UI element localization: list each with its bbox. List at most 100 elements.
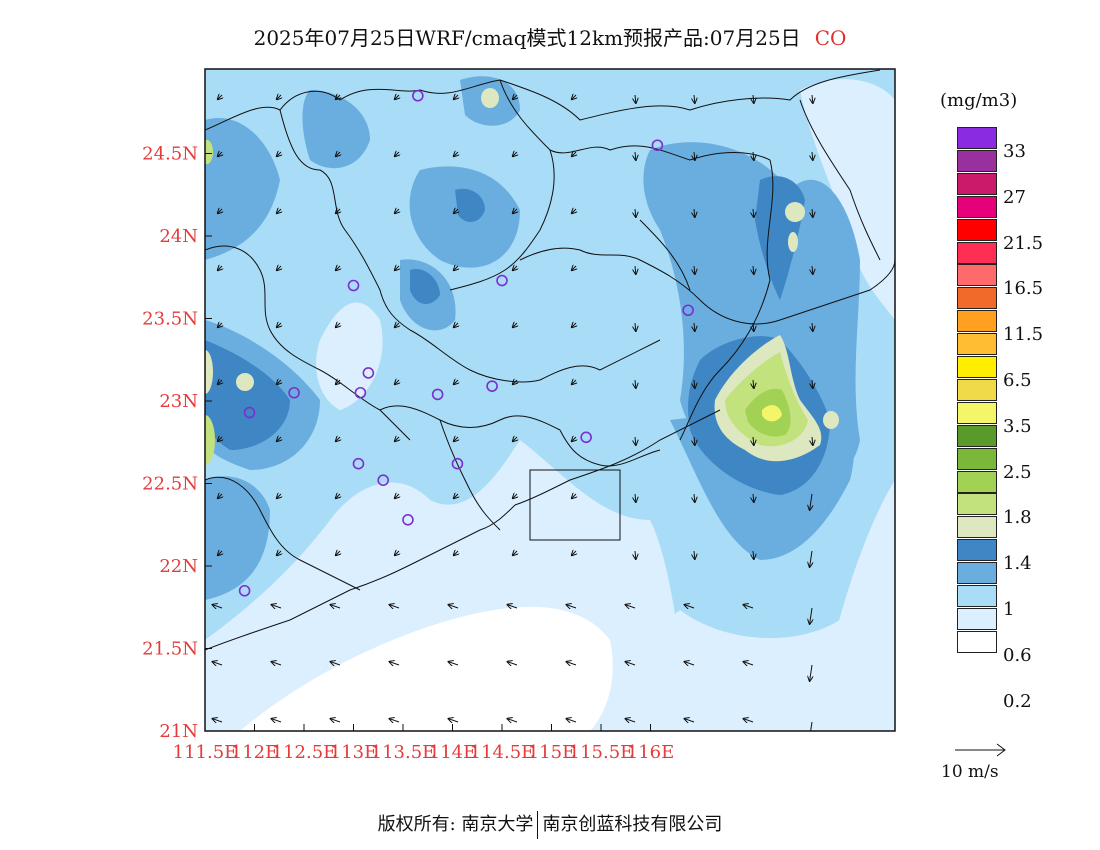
station-circle bbox=[412, 89, 424, 102]
colorbar-label: 0.6 bbox=[1003, 644, 1032, 666]
wind-arrow bbox=[810, 664, 812, 681]
wind-arrow bbox=[685, 662, 695, 665]
wind-arrow bbox=[685, 719, 695, 722]
wind-arrow bbox=[454, 209, 458, 213]
wind-arrow bbox=[694, 94, 695, 103]
wind-arrow bbox=[277, 209, 281, 213]
wind-arrow bbox=[753, 94, 754, 103]
wind-arrow bbox=[395, 95, 399, 99]
colorbar-label: 0.2 bbox=[1003, 690, 1032, 712]
wind-arrow bbox=[744, 605, 754, 608]
wind-arrow bbox=[218, 494, 222, 498]
wind-arrow bbox=[626, 719, 636, 722]
wind-arrow bbox=[336, 551, 340, 555]
wind-arrow bbox=[454, 551, 458, 555]
station-circle bbox=[486, 380, 498, 392]
colorbar-cell bbox=[957, 287, 997, 310]
station-circle bbox=[682, 304, 694, 317]
lon-label: 114E bbox=[429, 742, 477, 763]
wind-arrow bbox=[390, 605, 400, 608]
lat-label: 23N bbox=[159, 391, 198, 412]
wind-arrow bbox=[277, 95, 281, 99]
wind-arrow bbox=[572, 266, 576, 270]
wind-arrow bbox=[213, 719, 223, 722]
lat-label: 24N bbox=[159, 226, 198, 247]
wind-arrow bbox=[336, 380, 340, 384]
colorbar-cell bbox=[957, 470, 997, 493]
wind-arrow bbox=[694, 550, 695, 559]
wind-arrow bbox=[218, 437, 222, 441]
wind-arrow bbox=[812, 151, 813, 160]
colorbar-label: 6.5 bbox=[1003, 370, 1032, 391]
lon-label: 113.5E bbox=[371, 742, 436, 763]
wind-arrow bbox=[331, 605, 341, 608]
station-circle bbox=[354, 386, 367, 399]
wind-arrow bbox=[272, 605, 282, 608]
title-text: 2025年07月25日WRF/cmaq模式12km预报产品:07月25日 bbox=[253, 26, 801, 50]
wind-arrow bbox=[395, 209, 399, 213]
wind-arrow bbox=[331, 719, 341, 722]
wind-arrow bbox=[277, 266, 281, 270]
colorbar-label: 33 bbox=[1003, 141, 1026, 162]
colorbar-cell bbox=[957, 241, 997, 264]
wind-arrow bbox=[513, 266, 517, 270]
wind-arrow bbox=[753, 379, 754, 388]
station-circle bbox=[238, 584, 251, 597]
station-circle bbox=[243, 406, 256, 419]
wind-arrow bbox=[395, 323, 399, 327]
wind-arrow bbox=[336, 152, 340, 156]
wind-arrow bbox=[635, 322, 636, 331]
wind-arrow bbox=[454, 494, 458, 498]
wind-arrow bbox=[508, 719, 518, 722]
lat-label: 22.5N bbox=[142, 474, 198, 495]
wind-arrow bbox=[395, 152, 399, 156]
wind-arrow bbox=[395, 494, 399, 498]
colorbar-cell bbox=[957, 516, 997, 539]
wind-arrow bbox=[626, 605, 636, 608]
lon-label: 111.5E bbox=[173, 742, 238, 763]
colorbar-label: 21.5 bbox=[1003, 232, 1044, 254]
wind-arrow bbox=[513, 494, 517, 498]
wind-arrow bbox=[635, 493, 636, 502]
wind-arrow bbox=[277, 323, 281, 327]
wind-arrow bbox=[390, 719, 400, 722]
wind-arrow bbox=[218, 95, 222, 99]
wind-arrow bbox=[572, 95, 576, 99]
wind-arrow bbox=[454, 152, 458, 156]
colorbar-cell bbox=[957, 195, 997, 218]
wind-arrow bbox=[810, 493, 812, 510]
boundary-lines bbox=[205, 69, 895, 651]
lat-label: 21.5N bbox=[142, 639, 198, 660]
lat-label: 22N bbox=[159, 556, 198, 577]
wind-reference-arrow bbox=[955, 743, 1006, 757]
station-markers bbox=[238, 89, 694, 597]
wind-arrow bbox=[567, 719, 577, 722]
wind-arrow bbox=[694, 208, 695, 217]
wind-arrow bbox=[336, 323, 340, 327]
wind-arrow bbox=[635, 94, 636, 103]
wind-arrow bbox=[213, 662, 223, 665]
wind-arrow bbox=[753, 265, 754, 274]
colorbar-cell bbox=[957, 333, 997, 356]
wind-arrow bbox=[454, 266, 458, 270]
wind-arrow bbox=[336, 209, 340, 213]
wind-arrow bbox=[753, 550, 754, 559]
wind-arrow bbox=[218, 209, 222, 213]
wind-arrow bbox=[753, 151, 754, 160]
wind-arrow bbox=[567, 662, 577, 665]
latitude-axis: 24.5N 24N 23.5N 23N 22.5N 22N 21.5N 21N bbox=[142, 144, 212, 742]
wind-arrow bbox=[572, 380, 576, 384]
station-circle bbox=[431, 388, 444, 401]
wind-arrow bbox=[272, 719, 282, 722]
colorbar-label: 1.8 bbox=[1003, 507, 1032, 529]
wind-arrow bbox=[572, 152, 576, 156]
longitude-axis: 111.5E112E112.5E113E113.5E114E114.5E115E… bbox=[173, 724, 674, 763]
wind-arrow bbox=[810, 550, 812, 567]
lat-label: 24.5N bbox=[142, 144, 198, 165]
colorbar-cell bbox=[957, 378, 997, 401]
wind-arrow bbox=[277, 494, 281, 498]
colorbar-cell bbox=[957, 424, 997, 447]
wind-arrow bbox=[449, 605, 459, 608]
colorbar-cell bbox=[957, 264, 997, 287]
colorbar-cell bbox=[957, 630, 997, 653]
